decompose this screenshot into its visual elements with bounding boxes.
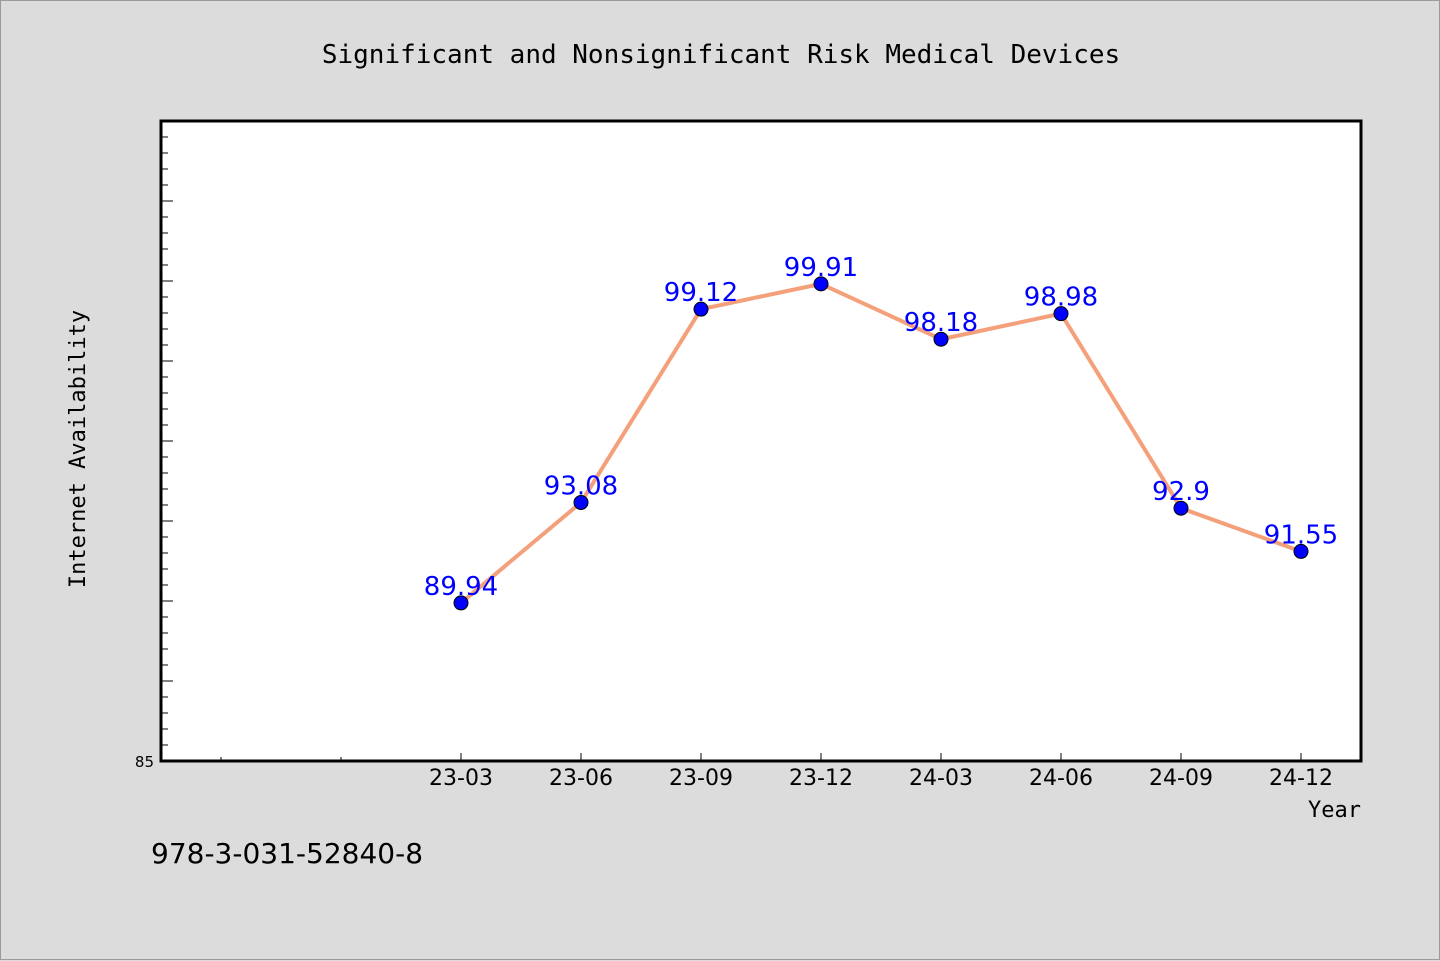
x-axis-ticks xyxy=(220,753,1302,761)
x-tick-label: 23-06 xyxy=(549,766,613,791)
x-tick-label: 23-09 xyxy=(669,766,733,791)
data-label: 99.91 xyxy=(784,253,858,283)
data-point xyxy=(813,276,829,292)
data-point xyxy=(933,331,949,347)
data-point xyxy=(693,301,709,317)
data-point xyxy=(453,595,469,611)
series-line-group xyxy=(459,281,1302,605)
data-label: 89.94 xyxy=(424,572,498,602)
x-axis-tick-labels: 23-03 23-06 23-09 23-12 24-03 24-06 24-09 24-12 xyxy=(429,766,1333,791)
y-tick-label: 85 xyxy=(135,753,154,771)
series-points-group xyxy=(453,276,1309,611)
y-axis-title: Internet Availability xyxy=(66,310,91,588)
plot-area xyxy=(159,119,1363,763)
data-label: 92.9 xyxy=(1152,477,1210,507)
x-tick-label: 24-06 xyxy=(1029,766,1093,791)
data-point xyxy=(573,494,589,510)
series-line xyxy=(459,281,1302,605)
x-tick-label: 24-09 xyxy=(1149,766,1213,791)
data-labels-group: 89.94 93.08 99.12 99.91 98.18 98.98 92.9 91.55 xyxy=(424,253,1338,602)
data-label: 99.12 xyxy=(664,278,738,308)
data-label: 98.18 xyxy=(904,308,978,338)
chart-title: Significant and Nonsignificant Risk Medi… xyxy=(322,40,1120,70)
x-axis-title: Year xyxy=(1308,798,1361,823)
data-label: 91.55 xyxy=(1264,520,1338,550)
data-point xyxy=(1173,500,1189,516)
data-label: 98.98 xyxy=(1024,283,1098,313)
x-tick-label: 23-03 xyxy=(429,766,493,791)
footer-isbn: 978-3-031-52840-8 xyxy=(151,837,423,870)
data-point xyxy=(1293,543,1309,559)
x-tick-label: 24-12 xyxy=(1269,766,1333,791)
x-tick-label: 23-12 xyxy=(789,766,853,791)
y-axis-ticks xyxy=(161,136,173,746)
data-label: 93.08 xyxy=(544,471,618,501)
data-point xyxy=(1053,306,1069,322)
x-tick-label: 24-03 xyxy=(909,766,973,791)
